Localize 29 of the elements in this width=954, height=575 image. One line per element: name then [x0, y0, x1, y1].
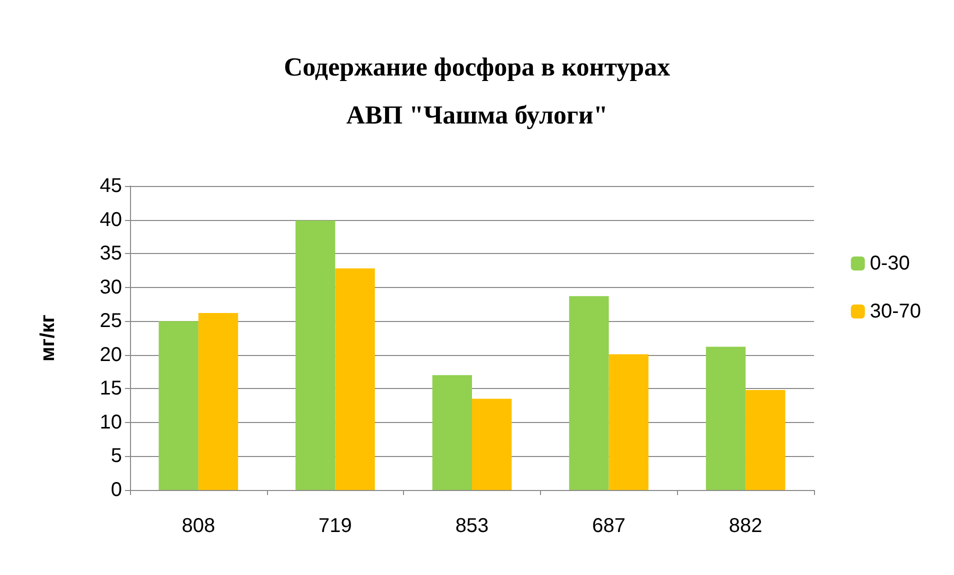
bar: [432, 375, 472, 490]
y-tick-label: 5: [110, 445, 122, 468]
bar: [706, 346, 746, 490]
y-tick-label: 0: [110, 479, 122, 501]
x-tick-label: 719: [318, 515, 352, 537]
y-axis-title: мг/кг: [37, 314, 59, 362]
x-tick-label: 808: [182, 515, 216, 537]
x-tick-label: 687: [592, 515, 626, 537]
y-tick-label: 20: [100, 344, 122, 366]
bar: [746, 390, 786, 490]
y-tick-label: 40: [100, 208, 122, 231]
y-tick-label: 35: [100, 242, 122, 265]
legend-label: 0-30: [870, 252, 910, 274]
y-tick-label: 30: [100, 276, 122, 298]
y-tick-label: 15: [100, 378, 122, 400]
bar: [158, 321, 198, 490]
x-tick-label: 853: [455, 515, 489, 537]
legend-label: 30-70: [870, 300, 922, 322]
y-tick-label: 45: [100, 175, 122, 197]
chart-title: Содержание фосфора в контурах АВП "Чашма булоги": [284, 52, 670, 130]
y-tick-label: 10: [100, 411, 122, 434]
bar: [198, 313, 238, 490]
bar: [335, 268, 375, 490]
y-tick-label: 25: [100, 310, 122, 332]
bar: [569, 296, 609, 490]
x-tick-label: 882: [728, 515, 762, 537]
bar: [608, 354, 648, 490]
bar: [296, 220, 336, 490]
bar: [472, 398, 512, 490]
